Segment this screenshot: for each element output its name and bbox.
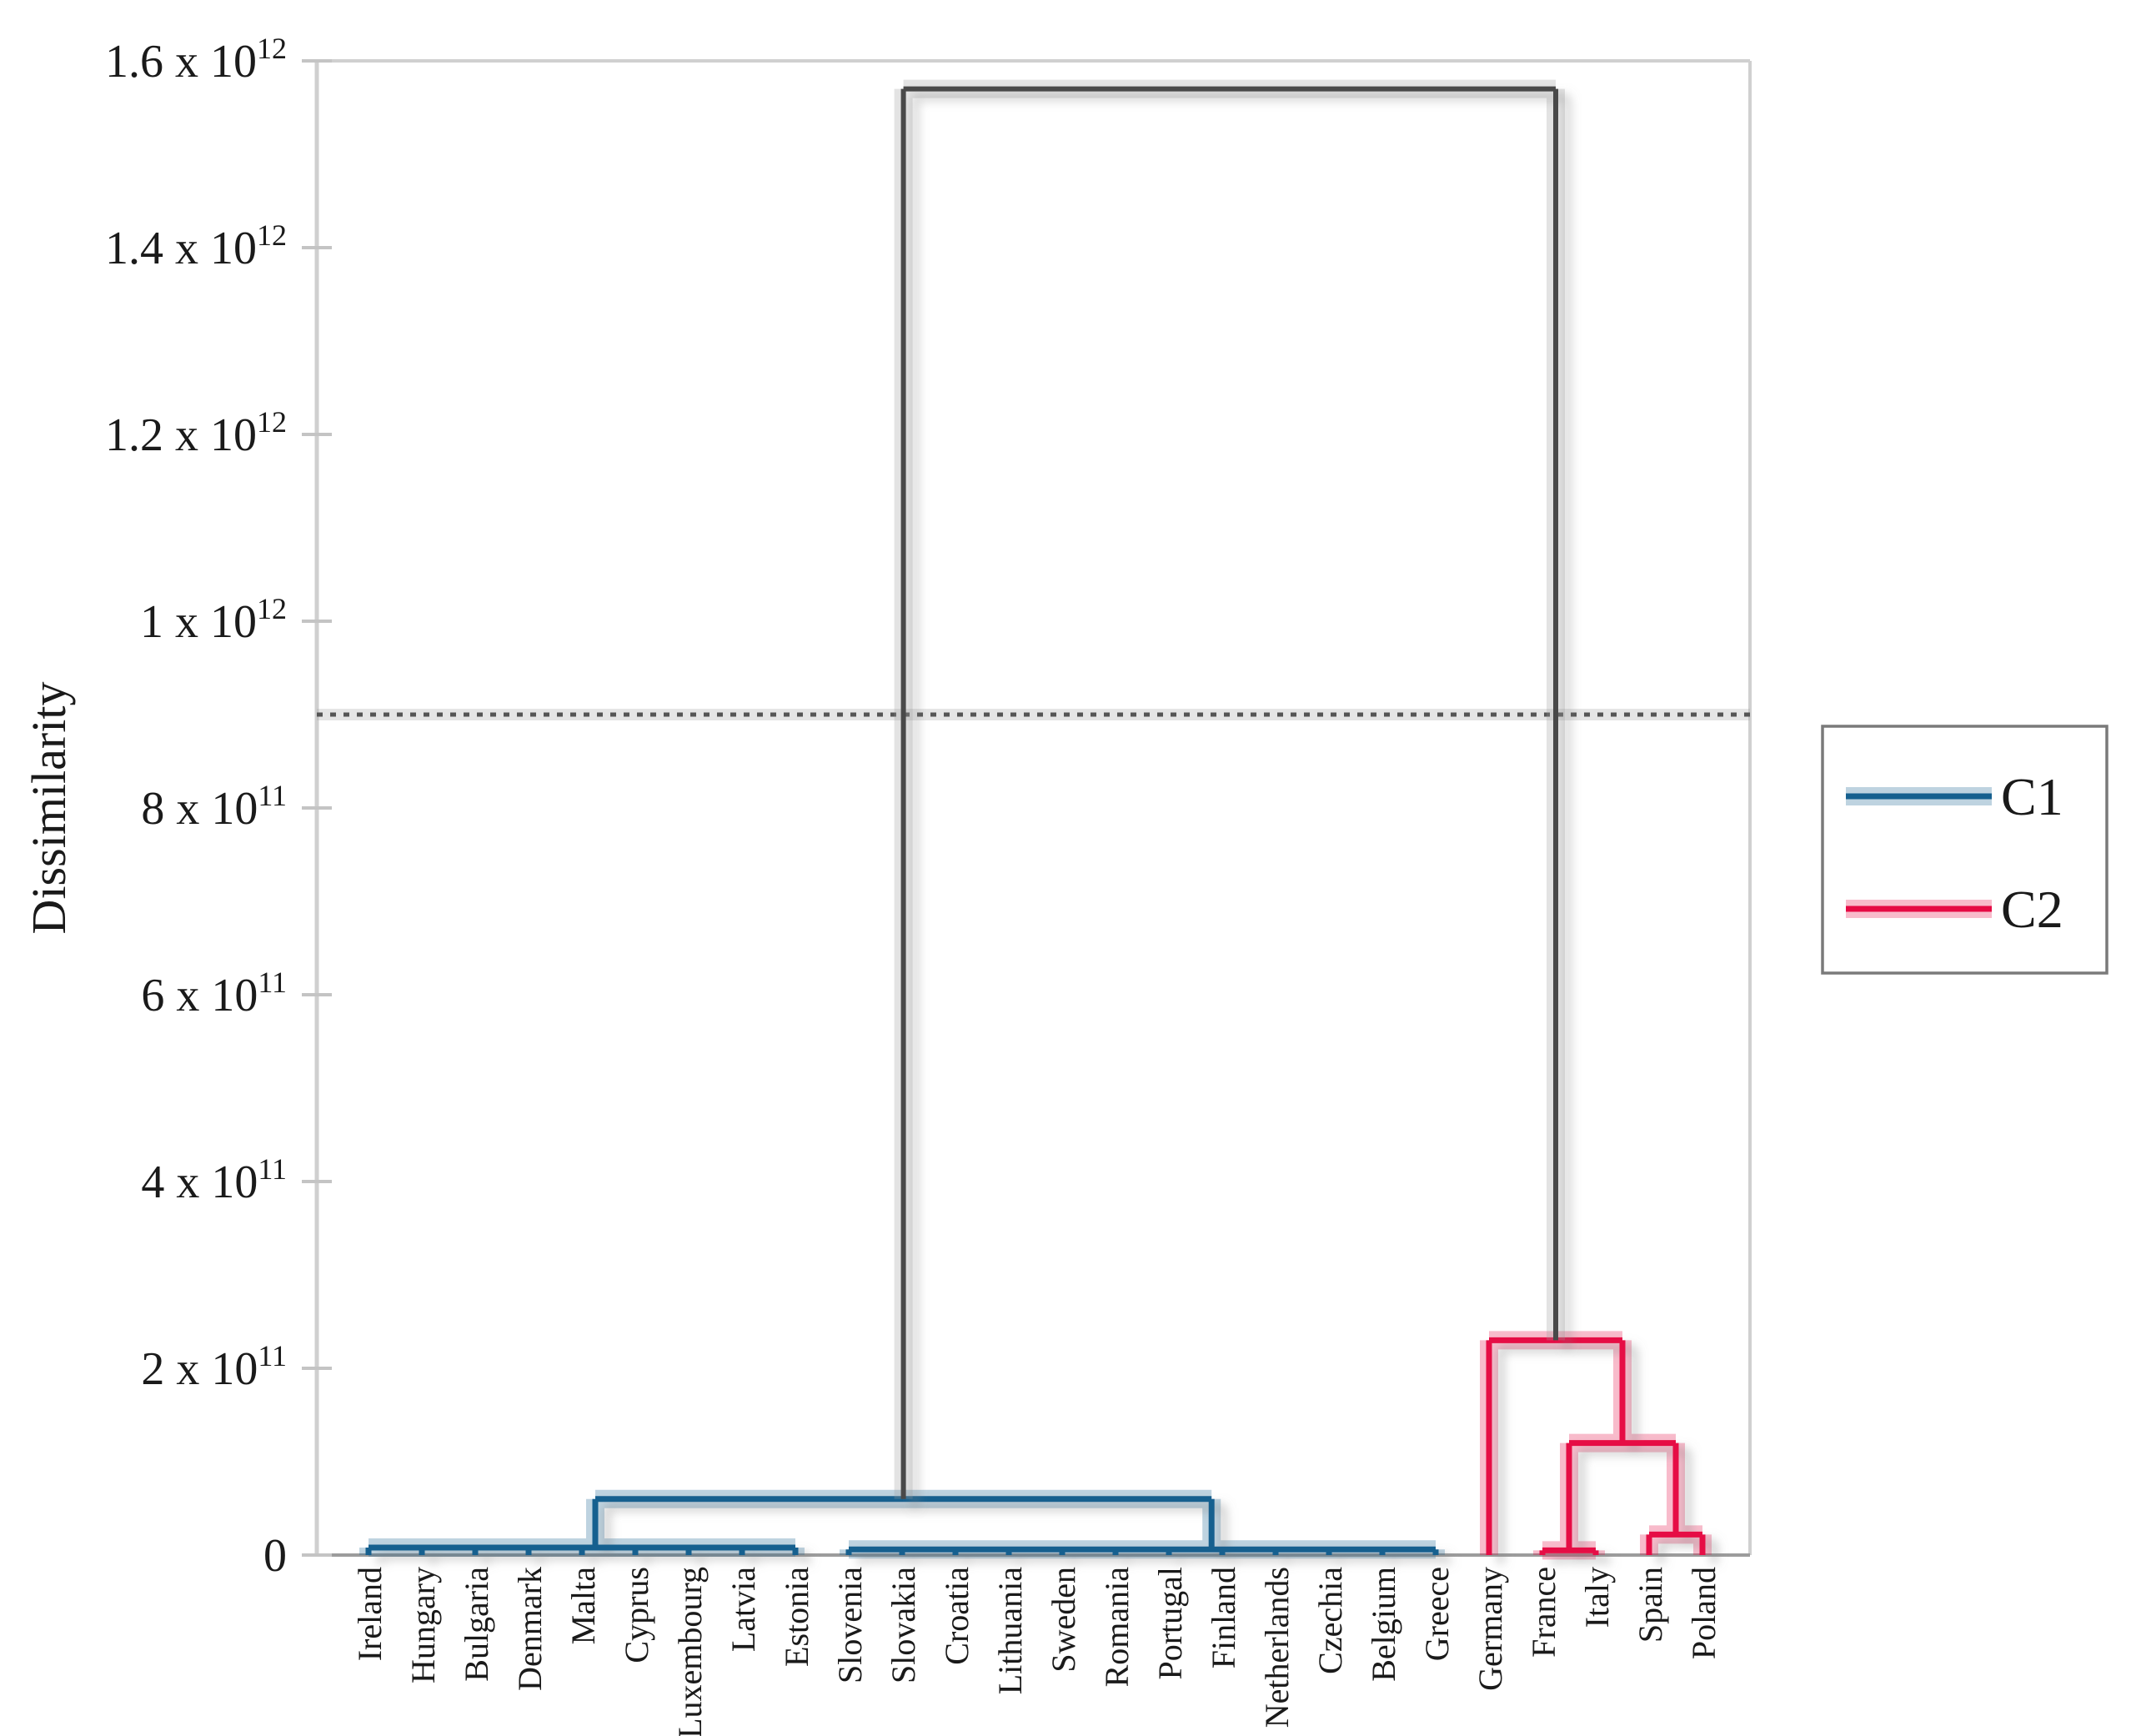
y-tick-label: 1.6 x 1012 — [105, 32, 287, 88]
legend-label-c2: C2 — [2001, 880, 2063, 939]
y-axis-title: Dissimilarity — [22, 682, 76, 935]
x-category-label: Spain — [1632, 1567, 1669, 1643]
x-category-label: Croatia — [938, 1567, 975, 1665]
x-category-label: France — [1525, 1567, 1562, 1658]
legend-box — [1821, 725, 2108, 975]
y-tick-label: 1.4 x 1012 — [105, 218, 287, 274]
root-link — [900, 86, 1558, 1499]
cluster-c2-glow — [1480, 1331, 1712, 1560]
x-category-label: Sweden — [1045, 1567, 1082, 1673]
x-category-label: Romania — [1098, 1567, 1136, 1688]
legend-item-c2: C2 — [1846, 880, 2063, 939]
x-category-label: Malta — [564, 1567, 602, 1645]
x-category-label: Latvia — [725, 1567, 762, 1652]
legend-item-c1: C1 — [1846, 767, 2063, 826]
legend-label-c1: C1 — [2001, 767, 2063, 826]
x-category-label: Portugal — [1151, 1567, 1189, 1680]
y-tick-label: 6 x 1011 — [141, 966, 287, 1021]
x-category-label: Cyprus — [618, 1567, 655, 1663]
x-category-label: Ireland — [351, 1567, 389, 1661]
x-category-label: Hungary — [404, 1567, 442, 1683]
root-link-glow — [894, 79, 1565, 1499]
dendrogram-links-group — [359, 79, 1712, 1560]
legend: C1 C2 — [1821, 725, 2108, 975]
x-axis-labels-group: Ireland Hungary Bulgaria Denmark Malta Cyprus… — [351, 1567, 1722, 1736]
x-category-label: Slovenia — [831, 1567, 869, 1683]
y-tick-label: 2 x 1011 — [141, 1339, 287, 1395]
x-category-label: Bulgaria — [458, 1567, 495, 1682]
x-category-label: Germany — [1472, 1567, 1509, 1691]
y-tick-label: 8 x 1011 — [141, 779, 287, 835]
x-category-label: Luxembourg — [671, 1567, 709, 1736]
x-category-label: Estonia — [778, 1567, 815, 1667]
y-tick-label: 0 — [263, 1530, 287, 1582]
y-axis-ticks-group: 0 2 x 1011 4 x 1011 6 x 1011 8 x 1011 1 x 101… — [105, 32, 332, 1582]
x-category-label: Poland — [1685, 1567, 1722, 1659]
x-category-label: Czechia — [1311, 1567, 1349, 1674]
x-category-label: Slovakia — [885, 1567, 922, 1683]
x-category-label: Italy — [1578, 1567, 1616, 1628]
x-category-label: Greece — [1418, 1567, 1456, 1661]
x-category-label: Lithuania — [991, 1567, 1029, 1695]
x-category-label: Denmark — [511, 1567, 549, 1691]
x-category-label: Finland — [1205, 1567, 1242, 1668]
y-tick-label: 1.2 x 1012 — [105, 405, 287, 461]
x-category-label: Netherlands — [1258, 1567, 1296, 1728]
y-tick-label: 1 x 1012 — [140, 592, 287, 648]
x-category-label: Belgium — [1365, 1567, 1402, 1682]
y-tick-label: 4 x 1011 — [141, 1152, 287, 1208]
